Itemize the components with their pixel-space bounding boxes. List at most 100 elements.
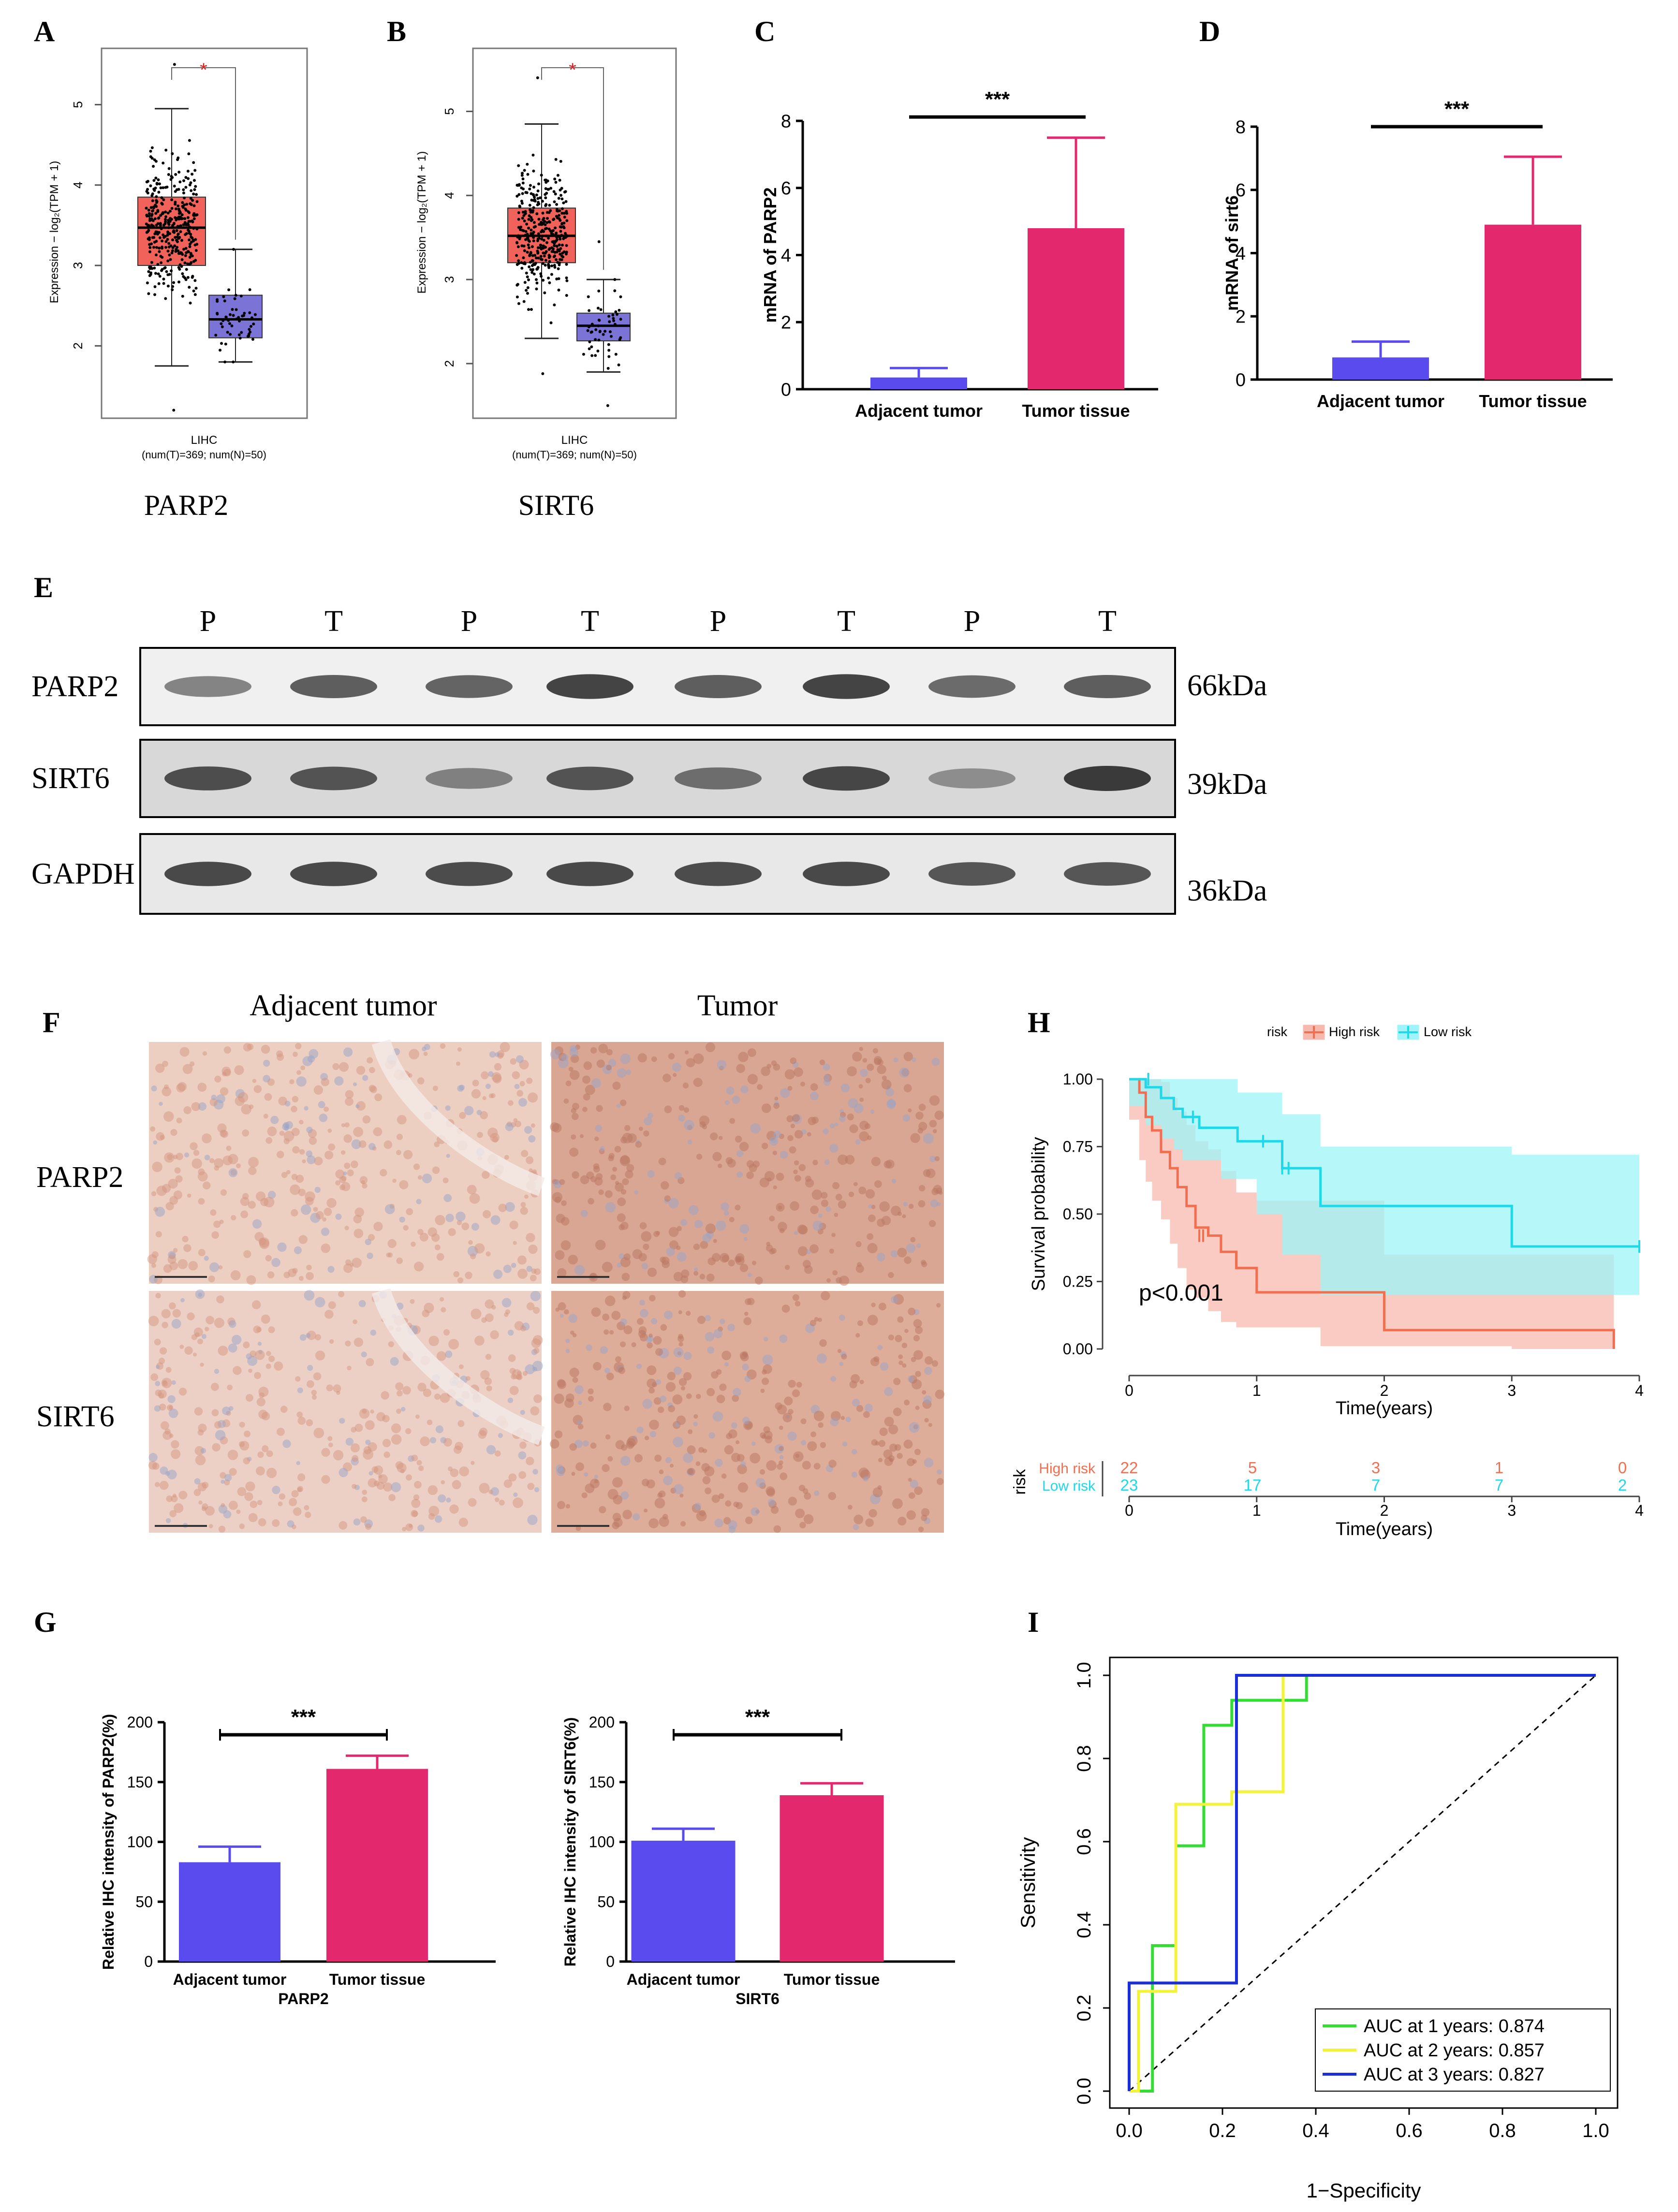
protein-band <box>803 862 890 886</box>
ihc-cell <box>565 1393 574 1402</box>
ihc-cell <box>380 1169 387 1177</box>
ihc-cell <box>441 1480 445 1484</box>
ihc-cell <box>771 1060 777 1066</box>
significance-bracket <box>541 67 604 270</box>
data-point <box>615 313 618 316</box>
ihc-cell <box>624 1125 631 1131</box>
ihc-cell <box>852 1399 860 1407</box>
data-point <box>536 237 540 241</box>
ihc-cell <box>636 1363 642 1369</box>
data-point <box>164 297 167 300</box>
ihc-cell <box>858 1187 867 1195</box>
ihc-cell <box>488 1489 493 1494</box>
ihc-cell <box>248 1368 252 1373</box>
ihc-cell <box>707 1346 715 1354</box>
ihc-cell <box>686 1058 695 1068</box>
ihc-cell <box>198 1249 206 1257</box>
ihc-cell <box>177 1082 187 1091</box>
ihc-cell <box>434 1142 440 1147</box>
y-axis-label: Sensitivity <box>1016 1837 1039 1928</box>
ihc-cell <box>794 1160 799 1166</box>
data-point <box>186 276 190 279</box>
ihc-cell <box>903 1439 913 1449</box>
ihc-cell <box>708 1432 715 1439</box>
ihc-cell <box>503 1264 512 1273</box>
data-point <box>184 254 187 257</box>
ihc-cell <box>829 1123 835 1128</box>
data-point <box>547 256 551 259</box>
ihc-cell <box>672 1394 683 1405</box>
protein-band <box>546 766 633 791</box>
ihc-cell <box>358 1300 366 1307</box>
data-point <box>220 322 223 325</box>
ihc-cell <box>218 1525 226 1533</box>
data-point <box>149 265 153 269</box>
ihc-cell <box>343 1047 353 1057</box>
data-point <box>557 288 560 292</box>
data-point <box>191 199 194 202</box>
ihc-cell <box>319 1113 328 1122</box>
ihc-cell <box>291 1490 299 1498</box>
ihc-cell <box>863 1476 868 1482</box>
ihc-cell <box>471 1223 479 1231</box>
data-point <box>147 208 150 212</box>
data-point <box>515 295 519 299</box>
ihc-cell <box>159 1101 163 1106</box>
data-point <box>528 240 531 243</box>
ihc-cell <box>397 1463 407 1473</box>
ihc-cell <box>416 1199 422 1204</box>
data-point <box>565 244 568 247</box>
ihc-cell <box>490 1487 500 1496</box>
data-point <box>537 182 541 186</box>
tissue-stroma <box>371 1288 545 1445</box>
ihc-cell <box>302 1159 306 1164</box>
data-point <box>555 208 559 211</box>
ihc-cell <box>740 1085 749 1094</box>
ihc-cell <box>428 1335 439 1347</box>
ihc-cell <box>321 1078 330 1086</box>
ihc-cell <box>368 1143 376 1150</box>
data-point <box>521 181 525 185</box>
data-point <box>564 232 567 235</box>
data-point <box>597 318 601 322</box>
ihc-cell <box>442 1177 449 1184</box>
data-point <box>549 321 553 324</box>
data-point <box>530 232 533 235</box>
ihc-cell <box>514 1084 520 1089</box>
ihc-cell <box>358 1140 367 1148</box>
data-point <box>608 320 611 323</box>
data-point <box>146 281 149 285</box>
ihc-cell <box>262 1445 269 1452</box>
data-point <box>184 247 188 250</box>
data-point <box>162 282 165 285</box>
ihc-cell <box>179 1047 190 1057</box>
ihc-cell <box>184 1152 190 1157</box>
ihc-cell <box>198 1198 205 1205</box>
ihc-cell <box>168 1406 173 1410</box>
ihc-cell <box>307 1364 313 1371</box>
ihc-cell <box>278 1097 287 1106</box>
data-point <box>546 179 549 183</box>
y-tick-label: 4 <box>1236 244 1246 264</box>
ihc-cell <box>678 1342 683 1347</box>
y-tick-label: 8 <box>1236 117 1246 137</box>
ihc-cell <box>513 1241 517 1245</box>
ihc-cell <box>528 1245 538 1254</box>
data-point <box>232 314 235 317</box>
ihc-cell <box>480 1370 490 1380</box>
ihc-cell <box>258 1518 266 1526</box>
data-point <box>228 322 231 325</box>
ihc-cell <box>345 1097 353 1106</box>
ihc-cell <box>239 1441 250 1451</box>
ihc-cell <box>353 1319 358 1324</box>
ihc-cell <box>291 1209 298 1217</box>
ihc-cell <box>162 1321 168 1329</box>
ihc-cell <box>858 1084 863 1089</box>
ihc-cell <box>148 1453 158 1462</box>
ihc-cell <box>604 1295 616 1306</box>
ihc-cell <box>243 1341 250 1348</box>
ihc-cell <box>936 1187 942 1194</box>
ihc-cell <box>259 1239 270 1249</box>
data-point <box>528 204 531 207</box>
